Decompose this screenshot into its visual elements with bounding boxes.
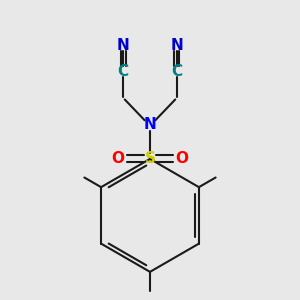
Text: N: N [117, 38, 130, 53]
Text: N: N [170, 38, 183, 53]
Text: O: O [112, 152, 125, 166]
Text: C: C [118, 64, 129, 79]
Text: N: N [144, 117, 156, 132]
Text: C: C [171, 64, 182, 79]
Text: S: S [145, 152, 155, 166]
Text: O: O [175, 152, 188, 166]
